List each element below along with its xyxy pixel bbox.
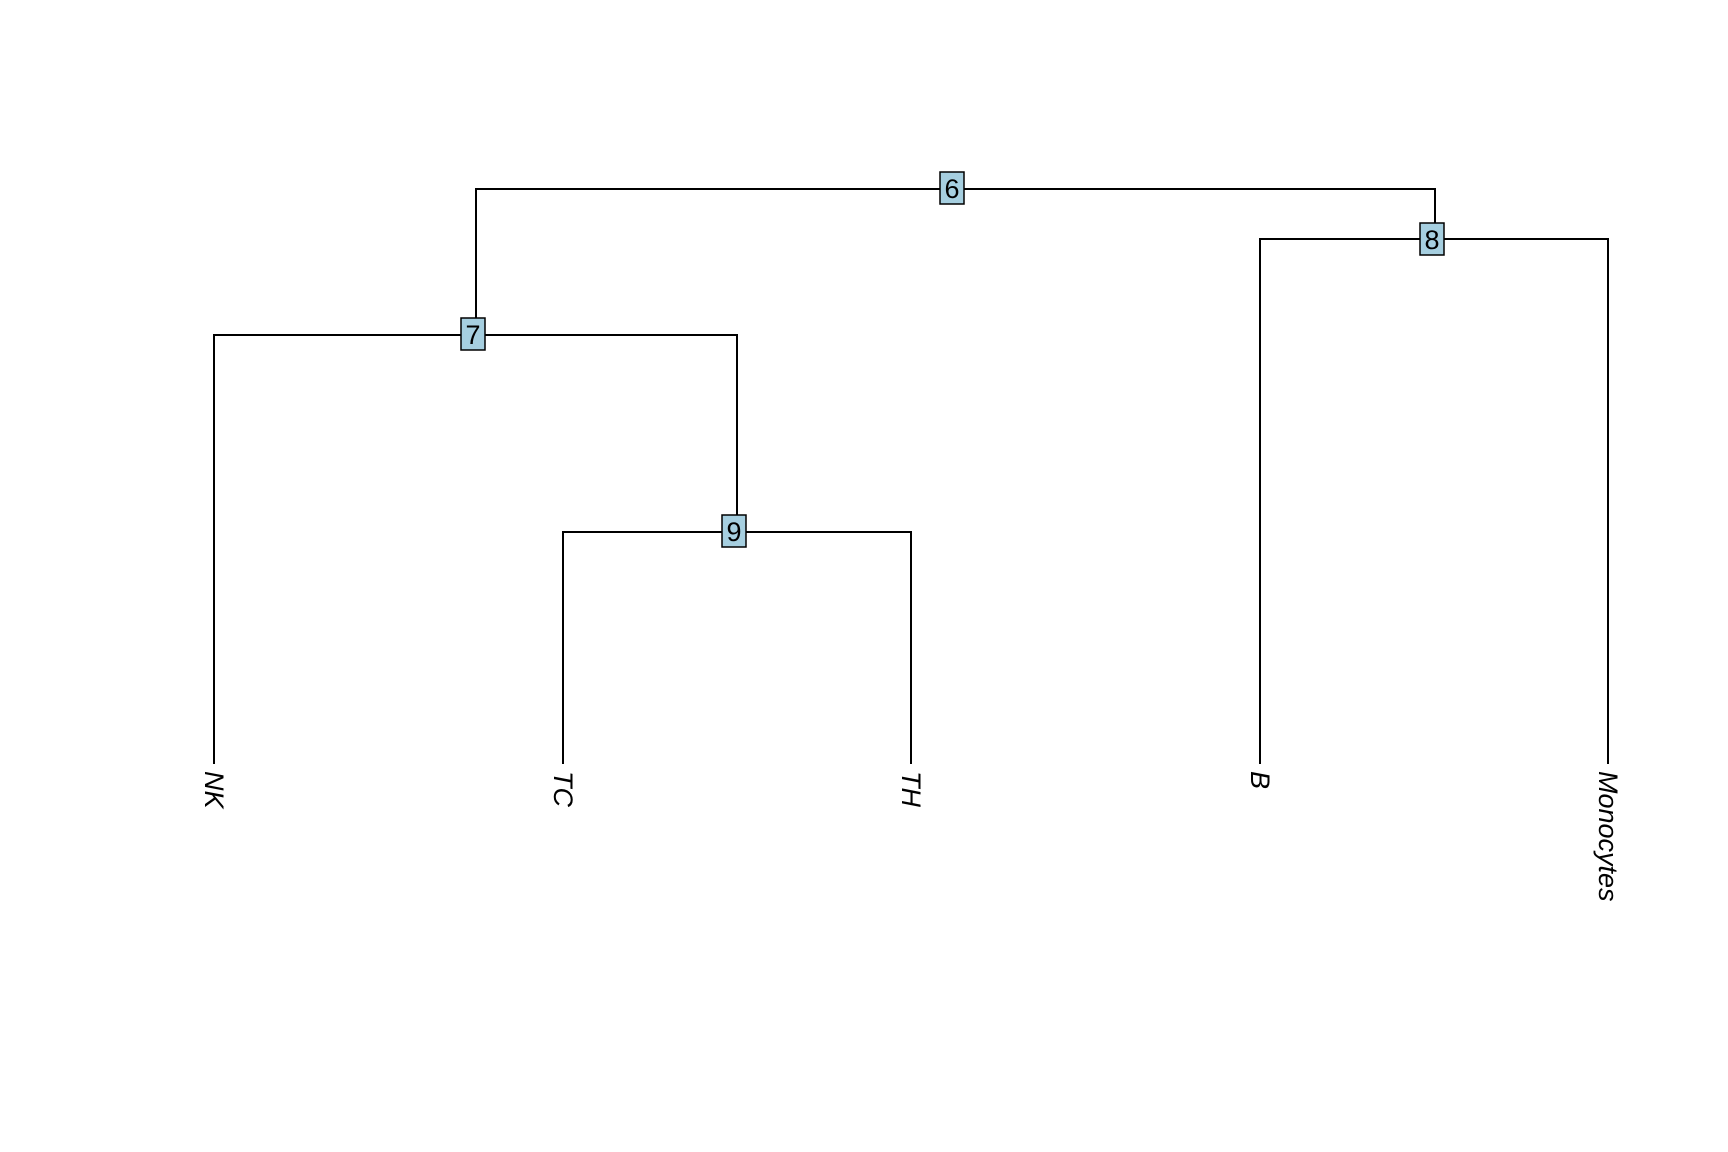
node-7-label: 7 (465, 320, 480, 350)
node-8-box (1419, 222, 1445, 256)
branch-6-to-7 (475, 188, 951, 331)
leaf-label-th: TH (896, 771, 926, 807)
branch-8-to-b (1259, 238, 1432, 764)
branches (213, 188, 1609, 764)
branch-6-to-8 (951, 188, 1436, 239)
node-7: 7 (460, 317, 486, 351)
leaf-label-monocytes: Monocytes (1593, 771, 1623, 902)
node-6: 6 (939, 171, 965, 205)
node-9-label: 9 (726, 517, 741, 547)
node-8: 8 (1419, 222, 1445, 256)
node-6-box (939, 171, 965, 205)
branch-8-to-monocytes (1432, 238, 1609, 764)
leaf-labels: NK TC TH B Monocytes (199, 771, 1623, 902)
leaf-label-b: B (1245, 771, 1275, 789)
node-8-label: 8 (1424, 225, 1439, 255)
branch-9-to-tc (562, 531, 734, 764)
branch-9-to-th (734, 531, 912, 764)
leaf-label-tc: TC (548, 771, 578, 807)
leaf-label-nk: NK (199, 771, 229, 809)
node-9-box (721, 514, 747, 548)
node-9: 9 (721, 514, 747, 548)
branch-7-to-nk (213, 334, 473, 764)
node-6-label: 6 (944, 174, 959, 204)
node-7-box (460, 317, 486, 351)
branch-7-to-9 (473, 334, 738, 532)
